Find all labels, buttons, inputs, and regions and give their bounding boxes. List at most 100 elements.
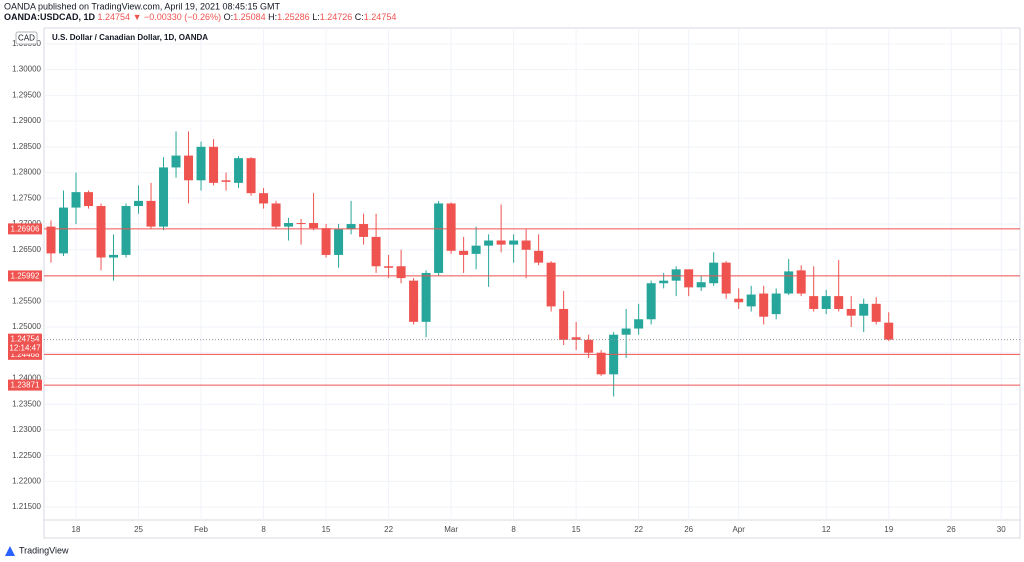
- chart-title: U.S. Dollar / Canadian Dollar, 1D, OANDA: [52, 33, 208, 42]
- x-tick-label: 15: [572, 525, 581, 534]
- close: 1.24754: [364, 12, 397, 22]
- candle-body: [759, 293, 769, 317]
- change: ▼ −0.00330 (−0.26%): [133, 12, 221, 22]
- close-label: C:: [355, 12, 364, 22]
- candle-body: [634, 319, 644, 329]
- x-tick-label: Apr: [732, 525, 745, 534]
- candle-body: [384, 266, 394, 268]
- logo-icon: [5, 546, 15, 556]
- candle-body: [171, 155, 181, 168]
- candle-body: [859, 303, 869, 316]
- x-tick-label: 26: [947, 525, 956, 534]
- candle-body: [684, 269, 694, 288]
- candle-body: [871, 303, 881, 322]
- y-tick-label: 1.29000: [12, 116, 41, 125]
- candle-body: [84, 192, 94, 207]
- x-tick-label: 30: [997, 525, 1006, 534]
- candle-body: [521, 240, 531, 250]
- last: 1.24754: [98, 12, 131, 22]
- x-tick-label: 15: [322, 525, 331, 534]
- candle-body: [109, 254, 119, 258]
- candle-body: [196, 146, 206, 181]
- overlays: 1.26906 1.25992 1.24468 1.23871 1.2475412:14…: [8, 223, 1020, 391]
- logo: TradingView: [5, 545, 69, 556]
- candle-body: [421, 272, 431, 322]
- y-tick-label: 1.28000: [12, 168, 41, 177]
- candle-body: [721, 262, 731, 294]
- x-tick-label: 22: [634, 525, 643, 534]
- open-label: O:: [224, 12, 234, 22]
- candle-body: [184, 155, 194, 181]
- candle-body: [284, 223, 294, 227]
- candle-body: [509, 240, 519, 245]
- candle-body: [246, 158, 256, 194]
- candle-body: [96, 206, 106, 258]
- published-line: OANDA published on TradingView.com, Apri…: [4, 1, 280, 11]
- candle-body: [396, 266, 406, 279]
- y-tick-label: 1.30000: [12, 65, 41, 74]
- candle-body: [709, 262, 719, 284]
- candle-body: [734, 298, 744, 303]
- open: 1.25084: [233, 12, 266, 22]
- candle-body: [571, 337, 581, 340]
- candle-body: [484, 240, 494, 246]
- candle-body: [546, 262, 556, 307]
- candle-body: [296, 223, 306, 225]
- candle-body: [134, 200, 144, 207]
- candle-body: [846, 308, 856, 316]
- candle-body: [659, 280, 669, 284]
- y-tick-label: 1.25500: [12, 296, 41, 305]
- x-tick-label: 12: [822, 525, 831, 534]
- currency-box: [15, 31, 38, 45]
- candle-body: [471, 245, 481, 254]
- candle-body: [234, 158, 244, 183]
- candle-body: [409, 280, 419, 322]
- candle-body: [821, 296, 831, 309]
- y-tick-label: 1.23000: [12, 425, 41, 434]
- candle-body: [496, 240, 506, 245]
- y-tick-label: 1.27500: [12, 193, 41, 202]
- candle-body: [834, 296, 844, 309]
- candle-body: [446, 203, 456, 251]
- candle-body: [459, 250, 469, 255]
- candle-body: [646, 283, 656, 320]
- candle-body: [596, 352, 606, 375]
- y-tick-label: 1.22000: [12, 477, 41, 486]
- price-level-label: 1.23871: [11, 381, 40, 390]
- x-tick-label: 26: [684, 525, 693, 534]
- y-tick-label: 1.22500: [12, 451, 41, 460]
- candle-body: [809, 296, 819, 309]
- price-level-tag: [8, 223, 42, 235]
- quote-line: OANDA:USDCAD, 1D 1.24754 ▼ −0.00330 (−0.…: [4, 12, 396, 22]
- candle-body: [784, 271, 794, 294]
- candle-body: [259, 193, 269, 204]
- candle-body: [884, 322, 894, 340]
- candle-body: [59, 207, 69, 254]
- candle-body: [696, 282, 706, 288]
- y-tick-label: 1.29500: [12, 90, 41, 99]
- y-tick-label: 1.28500: [12, 142, 41, 151]
- candle-body: [771, 293, 781, 315]
- current-price-label: 1.24754: [11, 334, 40, 343]
- candle-body: [584, 339, 594, 353]
- candle-body: [559, 308, 569, 340]
- current-price-tag: [8, 333, 42, 354]
- low: 1.24726: [320, 12, 353, 22]
- candle-body: [371, 236, 381, 267]
- high-label: H:: [268, 12, 277, 22]
- candle-body: [309, 223, 319, 229]
- candles: [46, 131, 894, 397]
- plot-frame: [43, 27, 1021, 539]
- grid: 1.21500 1.22000 1.22500 1.23000 1.23500 1.240…: [12, 28, 1020, 534]
- candle-body: [334, 229, 344, 255]
- candle-body: [534, 250, 544, 263]
- y-tick-label: 1.23500: [12, 399, 41, 408]
- brand: TradingView: [19, 545, 69, 555]
- price-level-label: 1.25992: [11, 272, 40, 281]
- x-tick-label: Feb: [194, 525, 208, 534]
- candle-body: [321, 228, 331, 255]
- candle-body: [796, 270, 806, 294]
- price-level-label: 1.26906: [11, 224, 40, 233]
